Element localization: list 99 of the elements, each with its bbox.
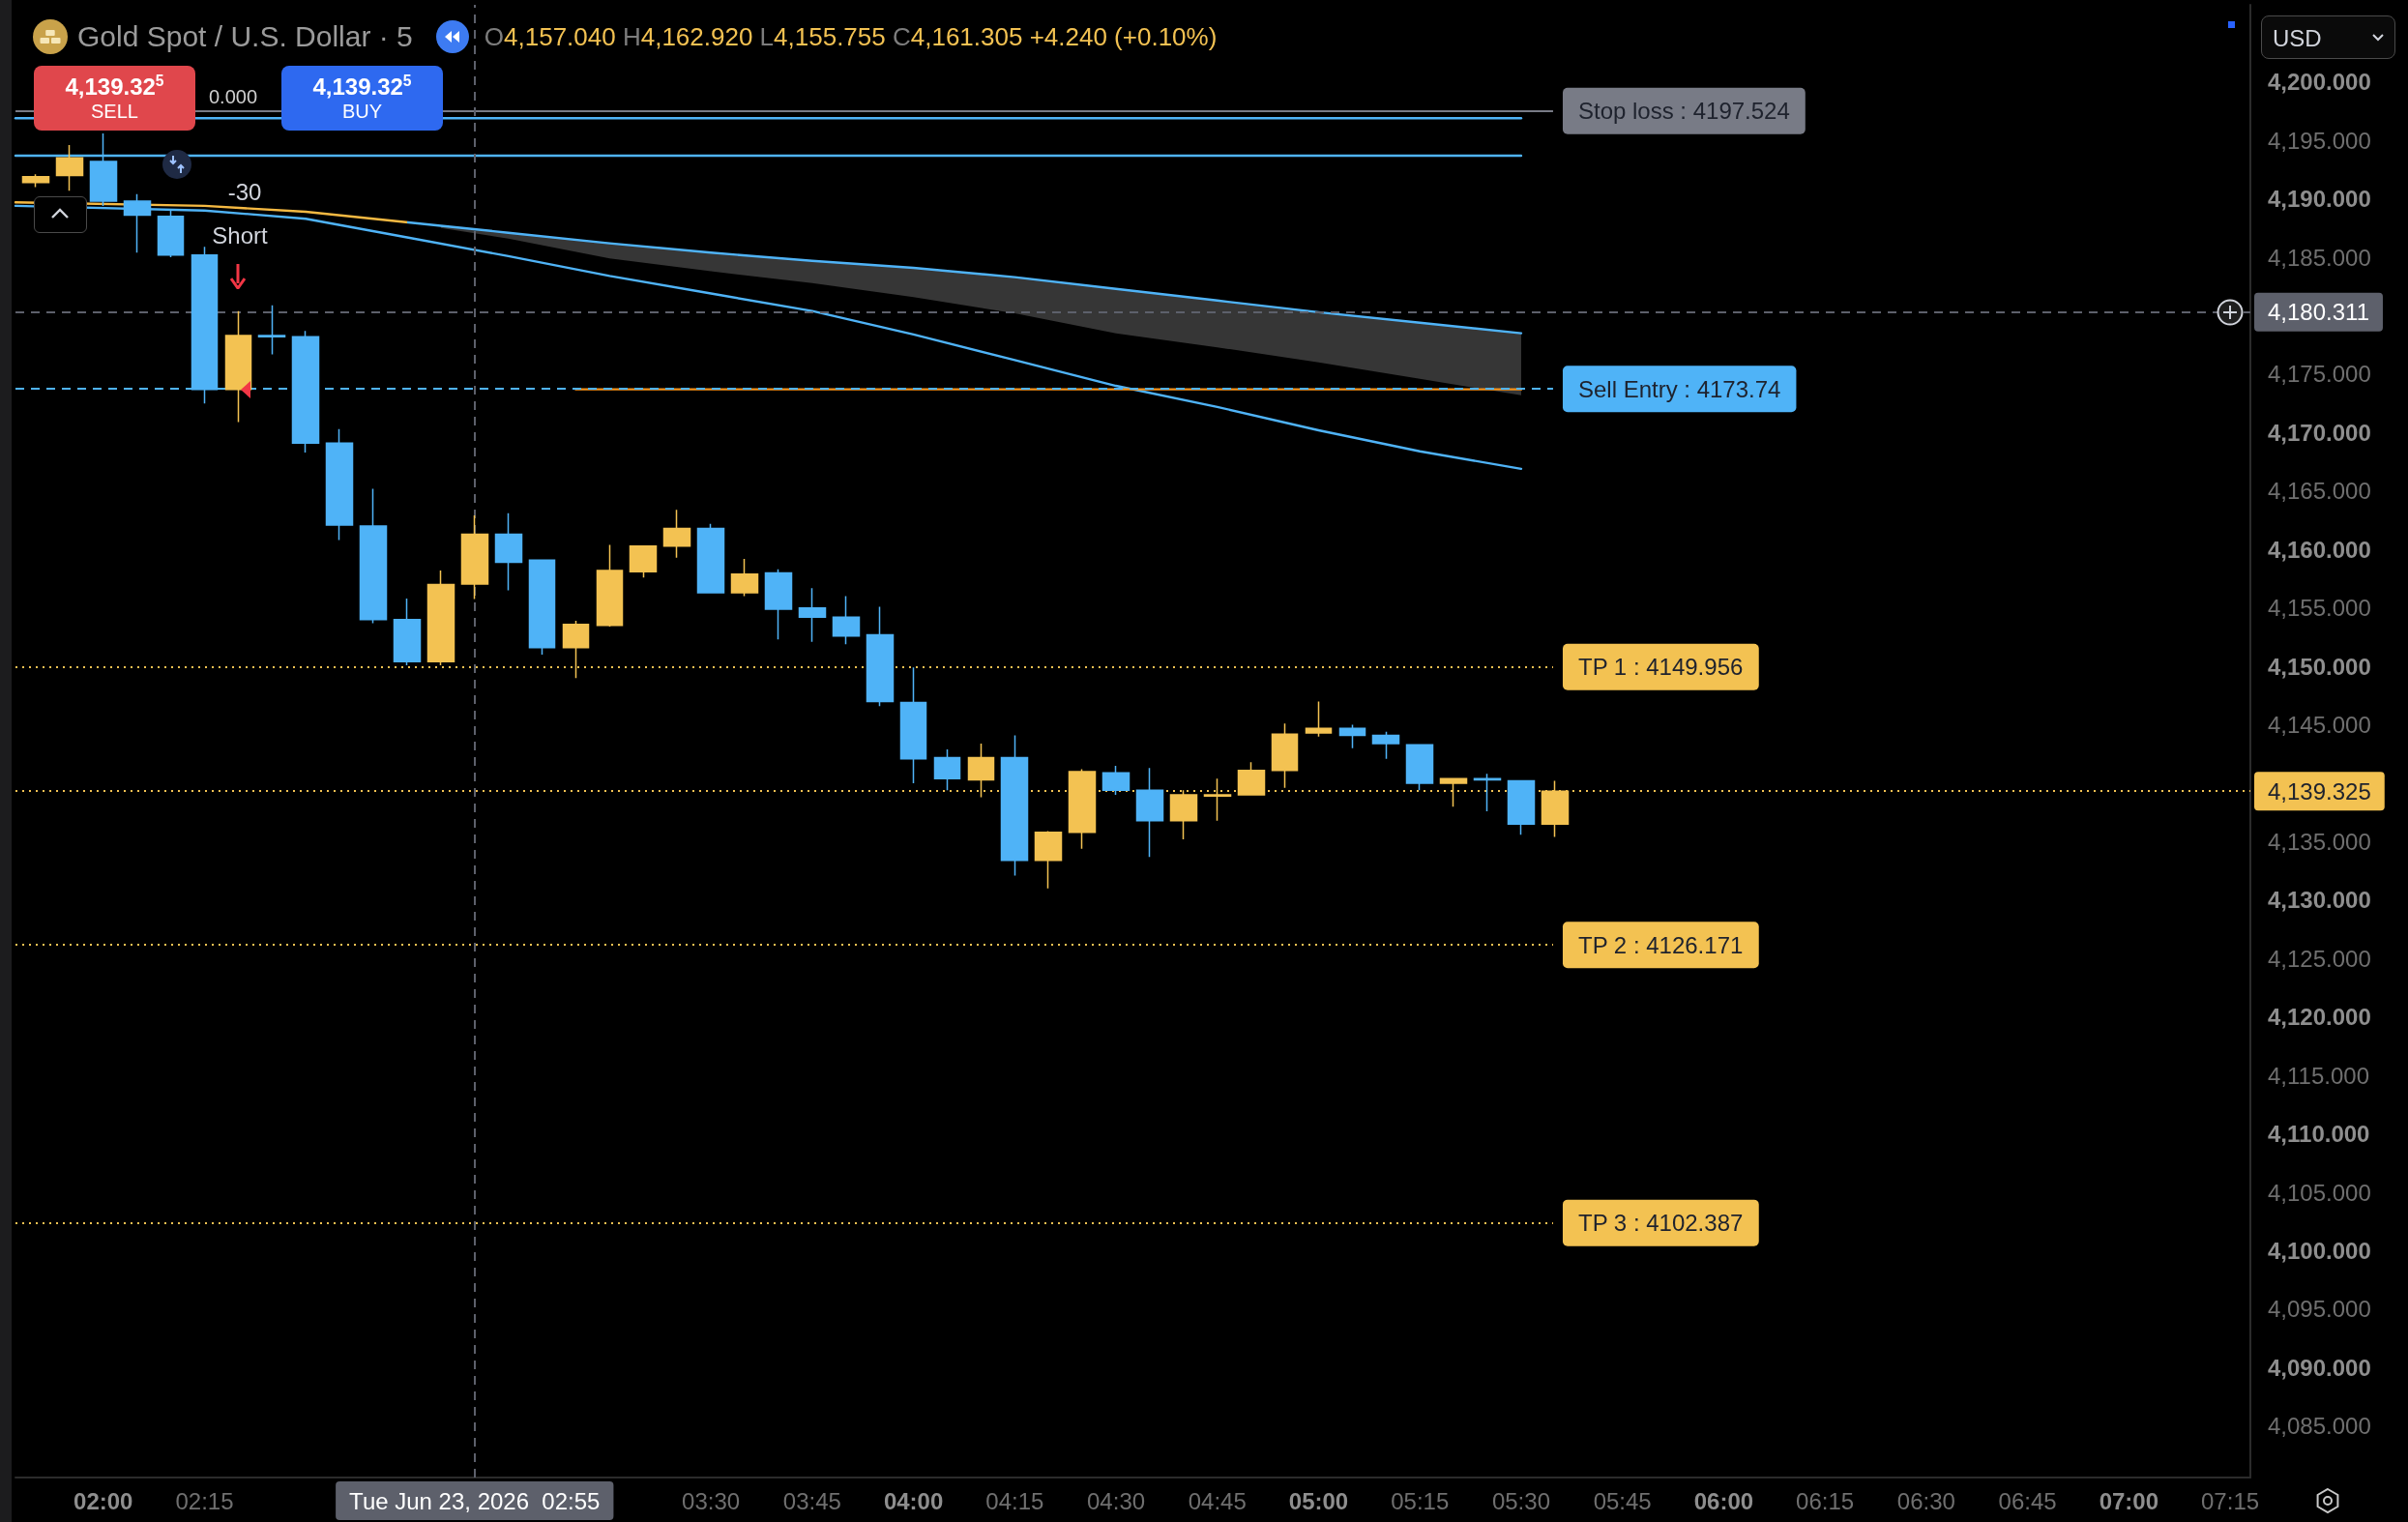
candlestick [1507, 779, 1536, 835]
x-tick-label: 07:15 [2201, 1487, 2260, 1514]
ref-line-label: TP 1 : 4149.956 [1577, 654, 1744, 681]
y-tick-label: 4,165.000 [2268, 478, 2371, 505]
candlestick [1000, 734, 1029, 877]
y-tick-label: 4,195.000 [2268, 127, 2371, 154]
candlestick [393, 598, 422, 666]
ref-line-label: TP 2 : 4126.171 [1577, 931, 1744, 958]
candlestick [325, 428, 354, 541]
candlestick [933, 748, 961, 792]
candlestick [1305, 700, 1333, 738]
candlestick [1338, 723, 1366, 749]
candlestick [224, 309, 252, 424]
annotation: 0.000 [209, 86, 258, 108]
x-tick-label: 02:00 [73, 1487, 133, 1514]
candlestick [1135, 767, 1164, 858]
candlestick [899, 666, 927, 784]
candlestick [1271, 722, 1299, 789]
y-tick-label: 4,170.000 [2268, 419, 2371, 446]
y-tick-label: 4,145.000 [2268, 712, 2371, 739]
y-tick-label: 4,139.325 [2268, 777, 2371, 805]
ref-line-label: TP 3 : 4102.387 [1577, 1210, 1744, 1237]
x-tick-label: 03:45 [782, 1487, 841, 1514]
candlestick [1371, 731, 1400, 760]
x-tick-label: 04:15 [985, 1487, 1044, 1514]
x-tick-label: Tue Jun 23, 2026 02:55 [349, 1487, 601, 1514]
currency-select: USD [2261, 15, 2395, 59]
candlestick [291, 330, 320, 454]
x-tick-label: 03:30 [682, 1487, 741, 1514]
candlestick [730, 558, 759, 598]
x-tick-label: 06:15 [1796, 1487, 1855, 1514]
ref-line-label: Sell Entry : 4173.74 [1577, 375, 1781, 402]
candlestick [359, 487, 388, 625]
y-tick-label: 4,185.000 [2268, 244, 2371, 271]
annotation: BUY [341, 100, 383, 123]
y-tick-label: 4,090.000 [2268, 1354, 2371, 1381]
x-tick-label: 05:00 [1288, 1487, 1349, 1514]
x-tick-label: 05:45 [1593, 1487, 1652, 1514]
candlestick [1237, 761, 1266, 796]
candlestick [494, 512, 523, 592]
candlestick [528, 559, 556, 656]
y-tick-label: 4,150.000 [2268, 653, 2371, 680]
buy-button: 4,139.32$^{5}$ BUY [281, 66, 443, 131]
x-tick-label: 04:45 [1188, 1487, 1247, 1514]
x-tick-label: 07:00 [2099, 1487, 2159, 1514]
candlestick [967, 743, 995, 799]
ref-line-label: Stop loss : 4197.524 [1577, 98, 1790, 125]
candlestick [21, 173, 50, 189]
candlestick [696, 522, 725, 594]
y-tick-label: 4,130.000 [2268, 887, 2371, 914]
text: Gold Spot / U.S. Dollar · 5 [77, 20, 413, 53]
y-tick-label: 4,175.000 [2268, 361, 2371, 388]
x-tick-label: 05:30 [1491, 1487, 1550, 1514]
candlestick [764, 569, 793, 641]
y-tick-label: 4,160.000 [2268, 536, 2371, 563]
candlestick [798, 587, 827, 643]
candlestick [629, 544, 658, 579]
candlestick [1034, 830, 1063, 890]
x-tick-label: 04:30 [1087, 1487, 1146, 1514]
y-tick-label: 4,125.000 [2268, 945, 2371, 972]
annotation: -30 [227, 178, 262, 205]
candlestick [257, 304, 286, 356]
x-tick-label: 06:30 [1896, 1487, 1955, 1514]
candlestick [157, 208, 185, 258]
y-tick-label: 4,120.000 [2268, 1004, 2371, 1031]
annotation: 4,139.32$^{5}$ [312, 73, 412, 101]
candlestick [1101, 765, 1131, 796]
annotation: Short [212, 221, 269, 249]
candlestick [55, 144, 84, 191]
y-tick-label: 4,115.000 [2268, 1062, 2369, 1089]
y-tick-label: 4,200.000 [2268, 69, 2371, 96]
x-tick-label: 02:15 [175, 1487, 234, 1514]
x-tick-label: 04:00 [883, 1487, 944, 1514]
y-tick-label: 4,155.000 [2268, 595, 2371, 622]
y-tick-label: 4,135.000 [2268, 828, 2371, 855]
text: O4,157.040 H4,162.920 L4,155.755 C4,161.305 +4.240 (+0.10%) [484, 21, 1218, 52]
line-series [14, 201, 1523, 335]
candlestick [460, 514, 489, 600]
x-tick-label: 06:45 [1998, 1487, 2057, 1514]
sell-button: 4,139.32$^{5}$ SELL [34, 66, 195, 131]
candlestick [662, 509, 691, 559]
candlestick [426, 570, 455, 666]
x-tick-label: 06:00 [1693, 1487, 1754, 1514]
candlestick [596, 543, 624, 628]
annotation: SELL [91, 100, 138, 123]
candlestick [832, 595, 861, 645]
y-tick-label: 4,110.000 [2268, 1121, 2370, 1148]
candlestick [1405, 744, 1434, 792]
candlestick [1473, 773, 1502, 812]
y-tick-label: 4,180.311 [2268, 299, 2369, 326]
y-tick-label: 4,190.000 [2268, 186, 2371, 213]
candlestick [1068, 768, 1097, 850]
y-tick-label: 4,100.000 [2268, 1238, 2371, 1265]
y-tick-label: 4,095.000 [2268, 1296, 2371, 1323]
y-tick-label: 4,105.000 [2268, 1179, 2371, 1206]
annotation: 4,139.32$^{5}$ [65, 73, 164, 101]
y-tick-label: 4,085.000 [2268, 1413, 2371, 1440]
candlestick [866, 605, 895, 707]
x-tick-label: 05:15 [1391, 1487, 1450, 1514]
